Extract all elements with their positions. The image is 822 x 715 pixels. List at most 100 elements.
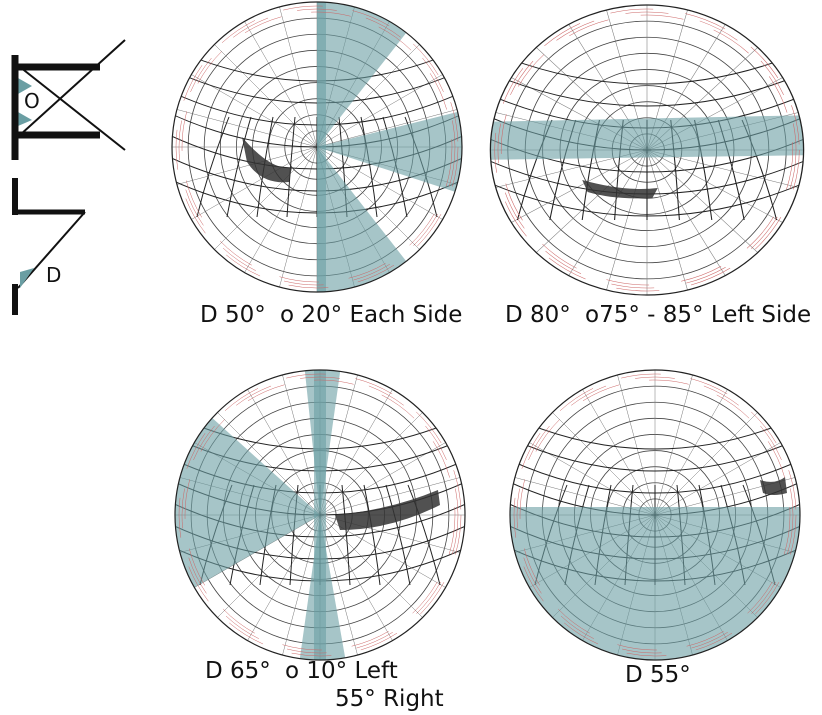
azimuth-line	[316, 74, 443, 148]
azimuth-line	[316, 146, 420, 250]
overheated-period	[582, 180, 658, 199]
shading-mask	[317, 111, 462, 192]
azimuth-line	[319, 514, 393, 641]
azimuth-line	[319, 514, 423, 618]
protractor-arc	[181, 11, 453, 283]
protractor-arc	[184, 379, 456, 651]
protractor-arc	[516, 376, 794, 654]
azimuth-line	[214, 44, 318, 148]
overhang-label: O	[24, 89, 40, 113]
shading-mask	[510, 507, 800, 530]
azimuth-line	[568, 149, 648, 276]
chart-body	[510, 370, 800, 660]
azimuth-line	[191, 74, 318, 148]
azimuth-line	[247, 389, 321, 516]
protractor-arc	[175, 5, 459, 289]
caption: o75° - 85° Left Side	[585, 302, 811, 328]
azimuth-line	[654, 412, 758, 516]
azimuth-line	[316, 44, 420, 148]
azimuth-line	[244, 21, 318, 148]
sun-path	[490, 48, 804, 85]
azimuth-line	[176, 109, 318, 148]
azimuth-line	[316, 146, 443, 220]
fin-label: D	[46, 263, 61, 287]
overheated-period	[335, 490, 440, 530]
azimuth-line	[646, 149, 726, 276]
azimuth-line	[282, 374, 321, 516]
hour-line	[341, 484, 351, 586]
chart-outline	[171, 1, 463, 293]
azimuth-line	[319, 412, 423, 516]
caption: o 20° Each Side	[280, 302, 462, 328]
sun-path-chart	[174, 369, 466, 661]
azimuth-line	[217, 412, 321, 516]
chart-body	[172, 2, 462, 292]
protractor-arc	[500, 14, 794, 286]
azimuth-line	[319, 374, 358, 516]
shading-mask	[175, 417, 320, 588]
shading-mask	[317, 2, 326, 292]
azimuth-line	[279, 6, 318, 148]
azimuth-line	[617, 374, 656, 516]
protractor-arc	[519, 379, 791, 651]
azimuth-line	[279, 146, 318, 288]
sun-path-chart	[171, 1, 463, 293]
hour-line	[196, 116, 230, 218]
azimuth-line	[319, 514, 358, 656]
protractor-arc	[178, 373, 462, 657]
sun-path-chart	[489, 4, 805, 296]
chart-outline	[509, 369, 801, 661]
chart-outline	[174, 369, 466, 661]
caption: D 50°	[200, 302, 266, 328]
hour-line	[407, 484, 441, 586]
caption: D 65°	[205, 658, 271, 684]
azimuth-line	[646, 149, 688, 291]
azimuth-line	[319, 477, 461, 516]
chart-body	[175, 370, 465, 660]
azimuth-line	[552, 412, 656, 516]
shading-mask	[317, 147, 407, 292]
azimuth-line	[654, 374, 693, 516]
shading-mask	[317, 2, 407, 147]
overheated-period	[760, 477, 787, 495]
azimuth-line	[654, 389, 728, 516]
hour-line	[286, 116, 296, 218]
hour-line	[226, 116, 252, 218]
azimuth-line	[654, 442, 781, 516]
azimuth-line	[191, 146, 318, 220]
shading-icon	[11, 39, 126, 315]
azimuth-line	[282, 514, 321, 656]
azimuth-line	[529, 442, 656, 516]
protractor-arc	[497, 11, 797, 289]
caption: 55° Right	[335, 686, 444, 712]
caption: o 10° Left	[285, 658, 398, 684]
protractor-arc	[181, 376, 459, 654]
sun-path-chart	[509, 369, 801, 661]
protractor-arc	[494, 8, 800, 292]
azimuth-line	[536, 149, 648, 253]
sun-path	[490, 70, 804, 107]
caption: D 80°	[505, 302, 571, 328]
overheated-period	[242, 137, 292, 183]
azimuth-line	[247, 514, 321, 641]
hour-line	[360, 116, 378, 218]
azimuth-line	[319, 442, 446, 516]
caption: D 55°	[625, 662, 691, 688]
chart-body	[490, 5, 804, 295]
protractor-arc	[513, 373, 797, 657]
sun-path	[510, 435, 800, 472]
azimuth-line	[606, 149, 648, 291]
chart-outline	[489, 4, 805, 296]
azimuth-line	[582, 389, 656, 516]
azimuth-line	[511, 149, 648, 223]
azimuth-line	[176, 146, 318, 185]
hour-line	[363, 484, 381, 586]
azimuth-line	[217, 514, 321, 618]
azimuth-line	[646, 149, 758, 253]
azimuth-line	[316, 109, 458, 148]
azimuth-line	[244, 146, 318, 273]
shading-mask	[490, 115, 804, 160]
protractor-arc	[178, 8, 456, 286]
hour-line	[385, 484, 411, 586]
azimuth-line	[214, 146, 318, 250]
